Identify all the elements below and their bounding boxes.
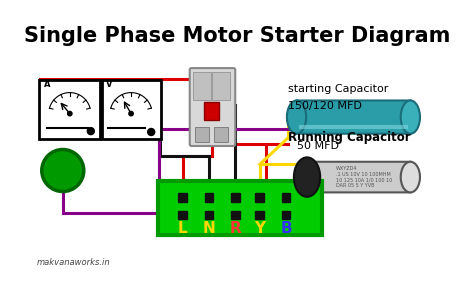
FancyBboxPatch shape bbox=[39, 80, 100, 139]
Ellipse shape bbox=[294, 157, 320, 197]
Text: Y: Y bbox=[254, 221, 265, 236]
FancyBboxPatch shape bbox=[297, 100, 410, 134]
FancyBboxPatch shape bbox=[305, 162, 410, 192]
Text: 50 MFD: 50 MFD bbox=[297, 141, 338, 151]
FancyBboxPatch shape bbox=[158, 181, 322, 235]
Text: WXYZD4
.1 US 10V 10 100MHM
10 125 10A 1/0 100 10
DAR 05 5 Y YVB: WXYZD4 .1 US 10V 10 100MHM 10 125 10A 1/… bbox=[336, 166, 392, 188]
Text: B: B bbox=[280, 221, 292, 236]
FancyBboxPatch shape bbox=[190, 68, 235, 146]
Bar bbox=[214, 127, 228, 142]
Text: makvanaworks.in: makvanaworks.in bbox=[36, 258, 110, 267]
Text: starting Capacitor: starting Capacitor bbox=[288, 84, 388, 94]
Text: Running Capacitor: Running Capacitor bbox=[288, 131, 410, 144]
Text: 150/120 MFD: 150/120 MFD bbox=[288, 101, 362, 111]
Bar bbox=[204, 102, 219, 120]
Circle shape bbox=[129, 112, 133, 116]
Bar bbox=[212, 72, 230, 100]
FancyBboxPatch shape bbox=[102, 80, 161, 139]
Circle shape bbox=[87, 128, 94, 135]
Ellipse shape bbox=[401, 162, 420, 192]
Circle shape bbox=[42, 150, 84, 192]
Text: Single Phase Motor Starter Diagram: Single Phase Motor Starter Diagram bbox=[24, 26, 450, 46]
Text: V: V bbox=[106, 80, 112, 89]
Text: A: A bbox=[45, 80, 51, 89]
Text: L: L bbox=[178, 221, 188, 236]
Text: R: R bbox=[229, 221, 241, 236]
Circle shape bbox=[68, 112, 72, 116]
Bar bbox=[193, 72, 211, 100]
Ellipse shape bbox=[401, 100, 420, 134]
Circle shape bbox=[148, 128, 155, 135]
Text: N: N bbox=[202, 221, 215, 236]
Ellipse shape bbox=[287, 100, 306, 134]
Bar bbox=[195, 127, 209, 142]
